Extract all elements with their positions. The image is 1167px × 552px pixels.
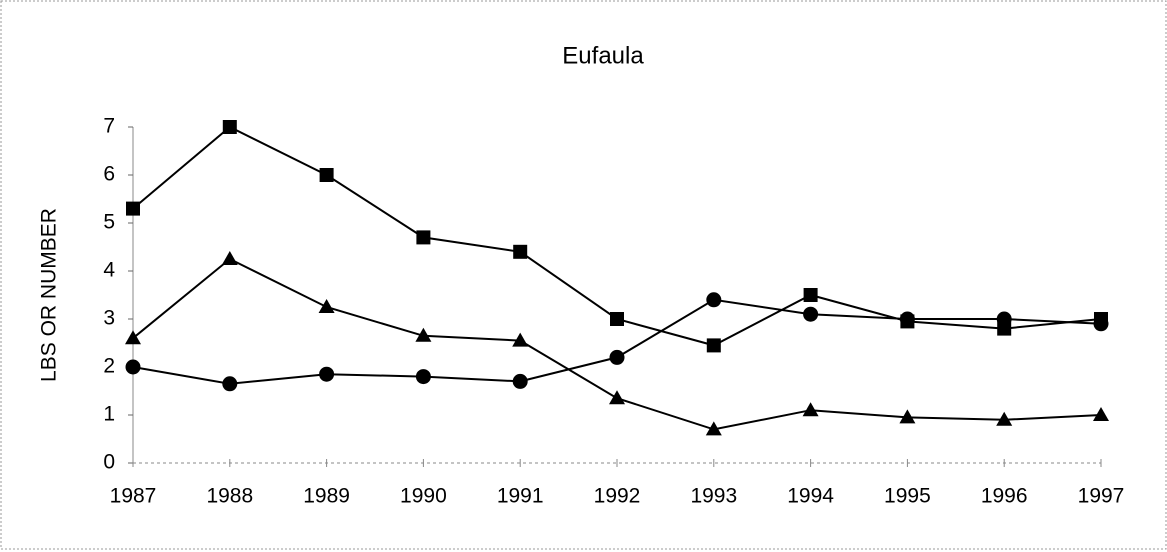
x-tick-label: 1990 [400, 485, 447, 508]
y-tick-label: 5 [103, 211, 115, 234]
marker-triangle [1093, 407, 1109, 421]
x-tick-label: 1997 [1078, 485, 1125, 508]
x-tick-label: 1996 [981, 485, 1028, 508]
marker-square [706, 338, 721, 353]
marker-triangle [705, 421, 722, 436]
x-tick-label: 1987 [110, 485, 157, 508]
y-tick-label: 1 [103, 403, 115, 426]
marker-triangle [609, 390, 625, 405]
x-tick-label: 1995 [884, 485, 931, 508]
marker-triangle [125, 330, 141, 345]
y-axis-label: LBS OR NUMBER [38, 208, 61, 382]
marker-square [319, 168, 334, 182]
marker-circle [125, 359, 141, 375]
y-tick-label: 2 [103, 355, 115, 378]
marker-circle [1093, 316, 1109, 332]
marker-square [126, 201, 140, 216]
marker-circle [512, 373, 528, 389]
marker-circle [415, 369, 431, 385]
marker-square [416, 230, 431, 245]
marker-square [610, 312, 624, 326]
y-tick-label: 4 [103, 259, 115, 282]
marker-square [222, 120, 237, 134]
marker-circle [803, 306, 819, 322]
marker-circle [706, 292, 722, 308]
marker-triangle [512, 332, 529, 347]
marker-circle [319, 366, 335, 382]
y-tick-label: 7 [103, 115, 115, 138]
x-tick-label: 1993 [690, 485, 737, 508]
marker-triangle [802, 402, 819, 417]
marker-circle [222, 376, 238, 392]
marker-triangle [221, 251, 238, 265]
x-tick-label: 1989 [303, 485, 350, 508]
y-tick-label: 0 [103, 451, 115, 474]
marker-square [803, 288, 818, 302]
x-tick-label: 1991 [497, 485, 544, 508]
marker-circle [609, 349, 625, 365]
marker-triangle [318, 299, 335, 313]
chart-title: Eufaula [562, 42, 644, 69]
marker-triangle [996, 411, 1013, 426]
marker-circle [899, 311, 915, 327]
y-tick-label: 6 [103, 163, 115, 186]
marker-triangle [899, 409, 916, 424]
marker-triangle [415, 327, 432, 342]
marker-circle [996, 311, 1012, 327]
marker-square [513, 244, 528, 259]
x-tick-label: 1994 [787, 485, 834, 508]
x-tick-label: 1988 [206, 485, 253, 508]
y-tick-label: 3 [103, 307, 115, 330]
x-tick-label: 1992 [594, 485, 641, 508]
